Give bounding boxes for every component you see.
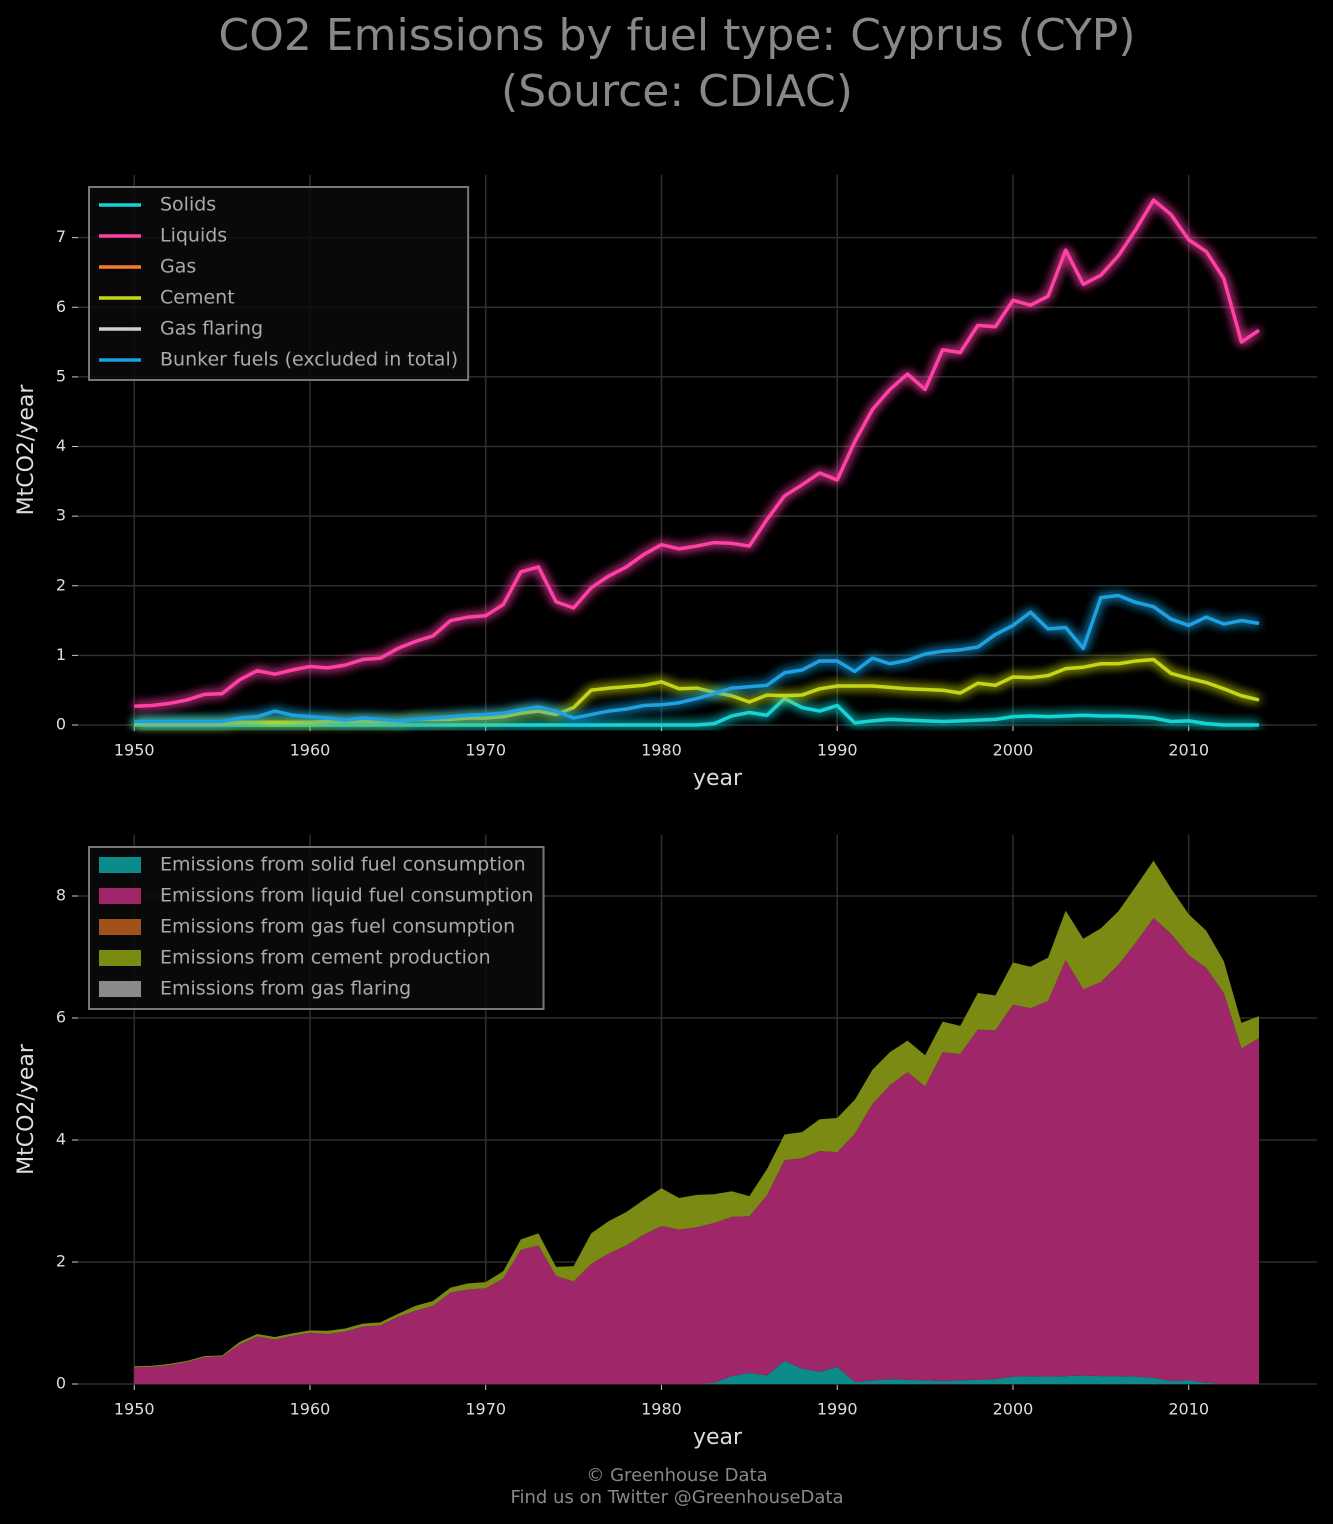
panel: 1950 1960 1970 1980 1990 2000 2010 0 2 4 6 8 year MtC… bbox=[14, 835, 1317, 1450]
x-tick-label: 2000 bbox=[993, 741, 1034, 760]
legend-label: Emissions from gas flaring bbox=[160, 978, 411, 1000]
y-tick-label: 6 bbox=[56, 297, 66, 316]
y-tick-label: 2 bbox=[56, 575, 66, 594]
area bbox=[134, 860, 1260, 1368]
panel: 1950 1960 1970 1980 1990 2000 2010 0 1 2 3 4 5 6 7 year… bbox=[14, 175, 1317, 791]
line bbox=[134, 657, 1260, 726]
y-tick-label: 0 bbox=[56, 715, 66, 734]
legend-label: Emissions from cement production bbox=[160, 947, 491, 969]
legend-swatch bbox=[99, 950, 141, 966]
area bbox=[134, 917, 1260, 1384]
x-axis-label: year bbox=[693, 766, 743, 791]
legend-box bbox=[88, 186, 470, 381]
legend-swatch bbox=[99, 919, 141, 935]
y-tick-label: 7 bbox=[56, 227, 66, 246]
x-tick-label: 1970 bbox=[465, 1400, 506, 1419]
x-tick-label: 1980 bbox=[641, 1400, 682, 1419]
subtitle: (Source: CDIAC) bbox=[501, 66, 853, 117]
x-tick-label: 1970 bbox=[465, 741, 506, 760]
area bbox=[134, 1360, 1260, 1384]
footer: © Greenhouse Data bbox=[586, 1465, 767, 1486]
footer: Find us on Twitter @GreenhouseData bbox=[510, 1487, 843, 1508]
line bbox=[134, 593, 1260, 724]
x-tick-label: 1990 bbox=[817, 1400, 858, 1419]
y-tick-label: 4 bbox=[56, 1130, 66, 1149]
legend-label: Emissions from gas fuel consumption bbox=[160, 916, 515, 938]
legend-label: Emissions from liquid fuel consumption bbox=[160, 885, 534, 907]
x-tick-label: 1960 bbox=[290, 1400, 331, 1419]
y-tick-label: 5 bbox=[56, 366, 66, 385]
y-tick-label: 4 bbox=[56, 436, 66, 455]
legend-label: Bunker fuels (excluded in total) bbox=[160, 349, 458, 371]
legend-label: Cement bbox=[160, 287, 235, 309]
x-tick-label: 1960 bbox=[290, 741, 331, 760]
y-axis-label: MtCO2/year bbox=[14, 384, 39, 516]
y-axis-label: MtCO2/year bbox=[14, 1043, 39, 1175]
y-tick-label: 8 bbox=[56, 886, 66, 905]
x-tick-label: 2010 bbox=[1168, 1400, 1209, 1419]
x-tick-label: 1950 bbox=[114, 741, 155, 760]
legend-box bbox=[88, 846, 545, 1010]
legend-swatch bbox=[99, 981, 141, 997]
x-tick-label: 1950 bbox=[114, 1400, 155, 1419]
x-tick-label: 2000 bbox=[993, 1400, 1034, 1419]
legend-label: Gas flaring bbox=[160, 318, 263, 340]
legend-label: Solids bbox=[160, 194, 216, 216]
legend-swatch bbox=[99, 857, 141, 873]
line bbox=[134, 198, 1260, 708]
y-tick-label: 6 bbox=[56, 1008, 66, 1027]
legend-swatch bbox=[99, 888, 141, 904]
title: CO2 Emissions by fuel type: Cyprus (CYP) bbox=[219, 10, 1136, 61]
y-tick-label: 0 bbox=[56, 1374, 66, 1393]
x-tick-label: 1980 bbox=[641, 741, 682, 760]
legend-label: Gas bbox=[160, 256, 196, 278]
y-tick-label: 2 bbox=[56, 1252, 66, 1271]
legend-label: Liquids bbox=[160, 225, 227, 247]
y-tick-label: 1 bbox=[56, 645, 66, 664]
legend-label: Emissions from solid fuel consumption bbox=[160, 854, 526, 876]
x-tick-label: 1990 bbox=[817, 741, 858, 760]
x-tick-label: 2010 bbox=[1168, 741, 1209, 760]
x-axis-label: year bbox=[693, 1425, 743, 1450]
y-tick-label: 3 bbox=[56, 506, 66, 525]
